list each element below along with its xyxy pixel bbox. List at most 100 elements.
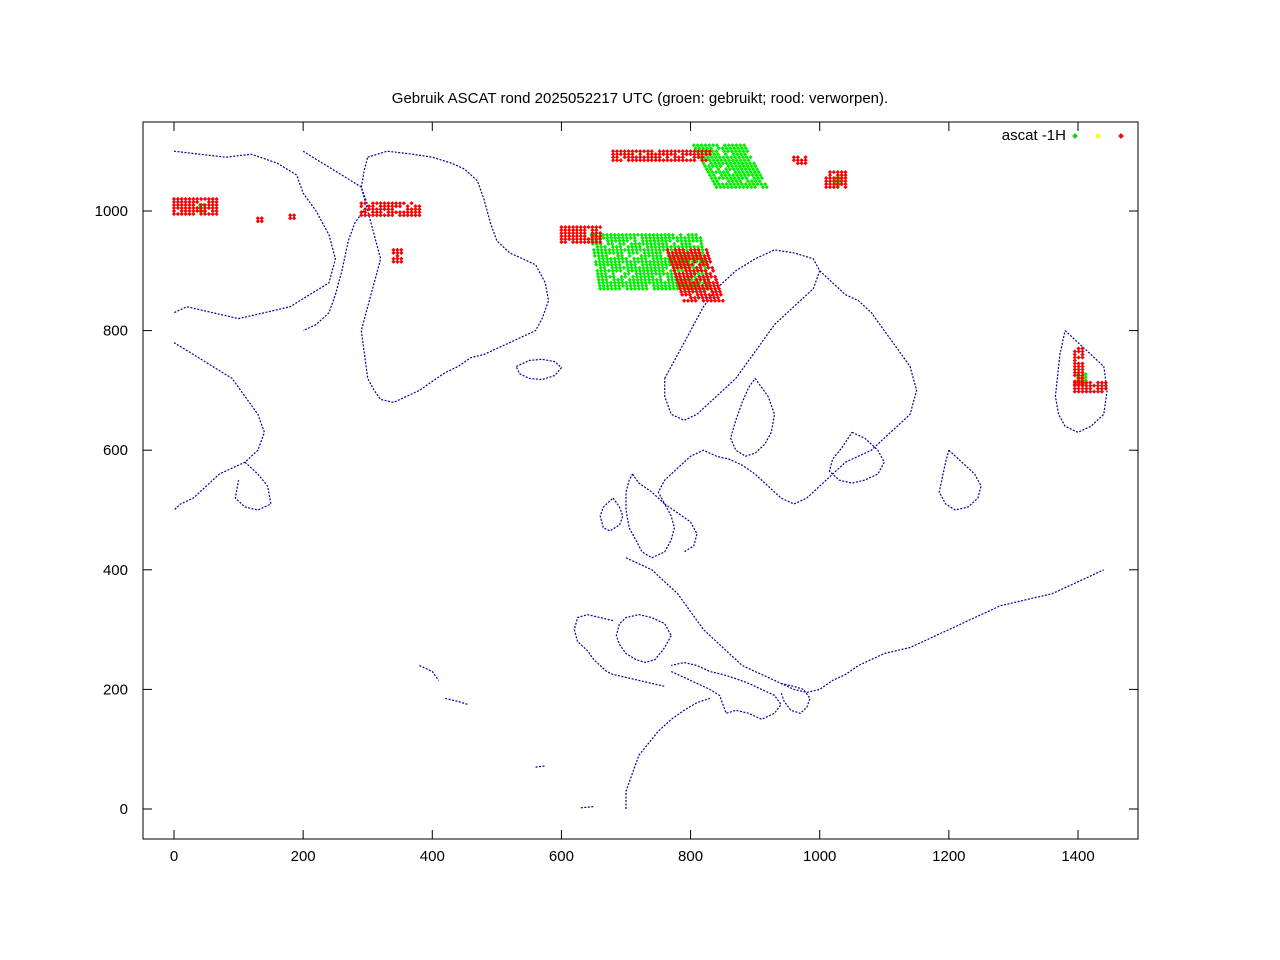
rejected-observation-point xyxy=(676,149,682,154)
used-observation-point xyxy=(707,158,712,163)
used-observation-point xyxy=(658,277,663,282)
used-observation-point xyxy=(611,271,616,276)
rejected-observation-point xyxy=(567,233,572,239)
used-observation-point xyxy=(603,271,608,276)
rejected-observation-point xyxy=(692,155,697,160)
rejected-observation-point xyxy=(712,274,718,279)
used-observation-point xyxy=(602,268,608,273)
rejected-observation-point xyxy=(626,149,631,154)
rejected-observation-point xyxy=(1072,352,1077,357)
rejected-observation-point xyxy=(405,210,410,215)
used-observation-point xyxy=(731,166,736,172)
used-observation-point xyxy=(739,181,745,187)
rejected-observation-point xyxy=(255,219,261,224)
rejected-observation-point xyxy=(645,158,651,163)
coastline-segment xyxy=(535,765,546,768)
used-observation-point xyxy=(643,256,648,261)
used-observation-point xyxy=(598,244,604,250)
rejected-observation-point xyxy=(195,199,200,205)
rejected-observation-point xyxy=(1099,383,1105,388)
rejected-observation-point xyxy=(179,199,184,205)
used-observation-point xyxy=(606,241,611,247)
used-observation-point xyxy=(659,283,664,288)
used-observation-point xyxy=(706,163,712,169)
used-observation-point xyxy=(711,143,716,148)
rejected-observation-point xyxy=(1080,370,1085,375)
used-observation-point xyxy=(668,268,674,273)
rejected-observation-point xyxy=(567,224,572,230)
used-observation-point xyxy=(663,238,669,244)
rejected-observation-point xyxy=(691,268,696,273)
rejected-observation-point xyxy=(179,205,184,211)
used-observation-point xyxy=(666,232,672,238)
rejected-observation-point xyxy=(359,210,364,215)
used-observation-point xyxy=(615,277,621,282)
rejected-observation-point xyxy=(700,149,705,154)
rejected-observation-point xyxy=(697,262,702,267)
used-observation-point xyxy=(730,163,735,169)
rejected-observation-point xyxy=(366,213,372,218)
rejected-observation-point xyxy=(835,169,840,175)
used-observation-point xyxy=(629,241,634,247)
rejected-observation-point xyxy=(696,152,701,157)
rejected-observation-point xyxy=(638,158,643,163)
used-observation-point xyxy=(613,286,618,291)
rejected-observation-point xyxy=(677,247,682,253)
used-observation-point xyxy=(686,235,691,241)
rejected-observation-point xyxy=(618,149,623,154)
rejected-observation-point xyxy=(689,262,695,267)
rejected-observation-point xyxy=(1072,386,1077,391)
rejected-observation-point xyxy=(210,208,215,214)
used-observation-point xyxy=(632,262,638,267)
rejected-observation-point xyxy=(831,181,837,187)
rejected-observation-point xyxy=(622,155,627,160)
used-observation-point xyxy=(610,244,615,250)
used-observation-point xyxy=(751,181,756,187)
rejected-observation-point xyxy=(378,213,383,218)
rejected-observation-point xyxy=(187,211,192,217)
rejected-observation-point xyxy=(653,158,658,163)
used-observation-point xyxy=(695,143,700,148)
used-observation-point xyxy=(734,172,740,178)
rejected-observation-point xyxy=(688,158,693,163)
used-observation-point xyxy=(618,247,624,253)
used-observation-point xyxy=(609,259,614,264)
used-observation-point xyxy=(642,250,647,256)
used-observation-point xyxy=(633,244,639,250)
rejected-observation-point xyxy=(210,196,215,202)
rejected-observation-point xyxy=(835,181,840,187)
rejected-observation-point xyxy=(586,224,591,230)
rejected-observation-point xyxy=(195,205,200,211)
used-observation-point xyxy=(721,169,726,175)
used-observation-point xyxy=(711,158,716,163)
used-observation-point xyxy=(733,184,738,190)
used-observation-point xyxy=(619,277,625,282)
used-observation-point xyxy=(665,271,670,276)
used-observation-point xyxy=(629,265,634,270)
rejected-observation-point xyxy=(843,169,848,175)
rejected-observation-point xyxy=(291,216,297,221)
used-observation-point xyxy=(649,247,655,253)
rejected-observation-point xyxy=(559,236,564,242)
rejected-observation-point xyxy=(618,158,623,163)
used-observation-point xyxy=(642,274,647,279)
used-observation-point xyxy=(697,280,703,285)
rejected-observation-point xyxy=(1076,361,1081,366)
rejected-observation-point xyxy=(824,178,829,184)
used-observation-point xyxy=(710,169,715,175)
rejected-observation-point xyxy=(665,247,670,253)
used-observation-point xyxy=(595,244,600,250)
rejected-observation-point xyxy=(594,224,599,230)
used-observation-point xyxy=(743,161,749,166)
rejected-observation-point xyxy=(395,256,400,261)
used-observation-point xyxy=(628,280,633,285)
coastline-segment xyxy=(445,697,468,705)
used-observation-point xyxy=(729,184,735,190)
rejected-observation-point xyxy=(1076,367,1081,372)
rejected-observation-point xyxy=(1072,355,1077,360)
used-observation-point xyxy=(629,286,634,291)
used-observation-point xyxy=(606,268,612,273)
used-observation-point xyxy=(646,274,651,279)
used-observation-point xyxy=(734,178,739,184)
rejected-observation-point xyxy=(1076,370,1081,375)
